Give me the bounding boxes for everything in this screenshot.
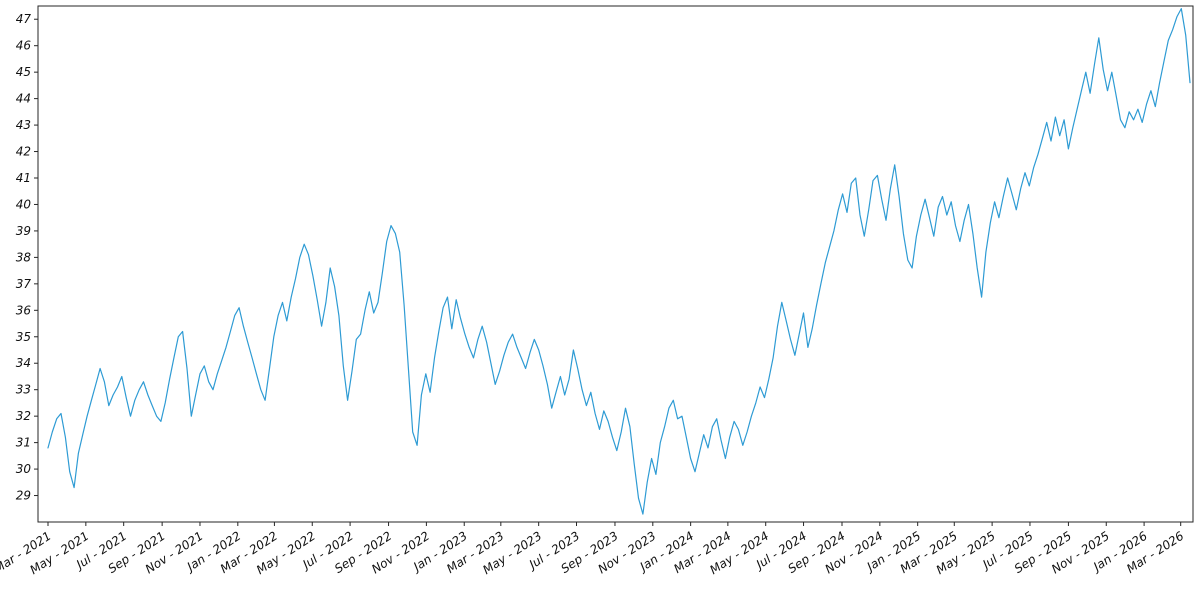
y-tick-label: 39 <box>16 224 31 238</box>
y-tick-label: 45 <box>16 65 31 79</box>
y-tick-label: 41 <box>16 171 31 185</box>
y-tick-label: 38 <box>16 250 32 264</box>
y-tick-label: 34 <box>16 356 31 370</box>
y-tick-label: 43 <box>16 118 31 132</box>
price-series-line <box>47 8 1191 515</box>
y-tick-label: 30 <box>16 462 32 476</box>
y-tick-label: 40 <box>16 197 32 211</box>
plot-frame <box>37 5 1194 523</box>
y-tick-label: 36 <box>16 303 32 317</box>
y-tick-label: 44 <box>16 92 31 106</box>
y-tick-label: 33 <box>16 383 31 397</box>
y-tick-label: 31 <box>16 436 31 450</box>
y-tick-label: 35 <box>16 330 31 344</box>
y-tick-label: 37 <box>16 277 32 291</box>
y-tick-label: 32 <box>16 409 31 423</box>
y-tick-label: 29 <box>16 489 31 503</box>
y-tick-label: 42 <box>16 145 31 159</box>
y-tick-label: 47 <box>16 12 32 26</box>
y-tick-label: 46 <box>16 39 32 53</box>
